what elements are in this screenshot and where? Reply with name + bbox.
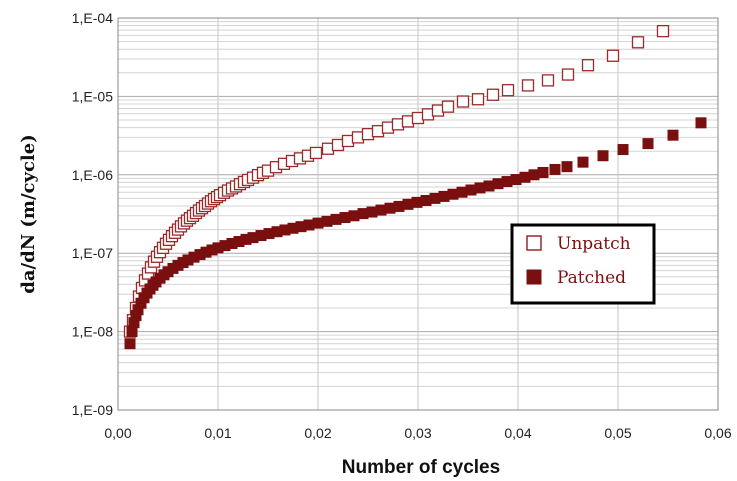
y-tick-label: 1,E-07 <box>72 245 113 261</box>
patched-point <box>597 150 609 162</box>
plot-frame <box>117 17 719 411</box>
y-tick-label: 1,E-05 <box>72 88 113 104</box>
x-tick-label: 0,01 <box>204 425 231 441</box>
patched-point <box>617 144 629 156</box>
y-tick-labels: 1,E-09 1,E-08 1,E-07 1,E-06 1,E-05 1,E-04 <box>72 10 113 418</box>
unpatch-point <box>456 95 470 108</box>
unpatch-point <box>441 100 455 113</box>
unpatch-point <box>501 84 515 97</box>
legend-unpatch-label: Unpatch <box>557 234 631 254</box>
unpatch-point <box>581 59 595 72</box>
patched-point <box>537 166 549 178</box>
y-tick-label: 1,E-06 <box>72 167 113 183</box>
patched-point <box>667 129 679 141</box>
legend-patched-marker <box>526 269 542 285</box>
patched-point <box>549 163 561 175</box>
y-tick-label: 1,E-08 <box>72 324 113 340</box>
series-patched <box>124 117 707 350</box>
x-tick-label: 0,02 <box>304 425 331 441</box>
unpatch-point <box>606 49 620 62</box>
y-tick-label: 1,E-09 <box>72 402 113 418</box>
unpatch-point <box>486 88 500 101</box>
patched-point <box>642 138 654 150</box>
x-tick-label: 0,00 <box>104 425 131 441</box>
unpatch-point <box>631 36 645 49</box>
x-tick-label: 0,05 <box>604 425 631 441</box>
patched-point <box>577 156 589 168</box>
patched-point <box>124 338 136 350</box>
x-tick-label: 0,06 <box>704 425 731 441</box>
unpatch-point <box>656 24 670 38</box>
legend-unpatch-marker <box>526 235 542 251</box>
patched-point <box>561 161 573 173</box>
unpatch-point <box>561 68 575 81</box>
patched-point <box>695 117 707 129</box>
unpatch-point <box>309 146 323 160</box>
x-tick-label: 0,03 <box>404 425 431 441</box>
x-tick-labels: 0,00 0,01 0,02 0,03 0,04 0,05 0,06 <box>104 425 731 441</box>
legend: Unpatch Patched <box>510 223 656 305</box>
unpatch-point <box>521 79 535 92</box>
y-axis-label: da/dN (m/cycle) <box>18 134 39 293</box>
y-tick-label: 1,E-04 <box>72 10 113 26</box>
unpatch-point <box>471 93 485 106</box>
x-tick-label: 0,04 <box>504 425 531 441</box>
legend-patched-label: Patched <box>557 268 626 288</box>
unpatch-point <box>541 74 555 87</box>
x-axis-label: Number of cycles <box>342 457 500 478</box>
